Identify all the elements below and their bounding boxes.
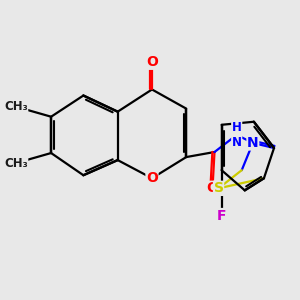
- Text: S: S: [214, 181, 224, 195]
- Text: N: N: [247, 136, 259, 150]
- Text: O: O: [146, 171, 158, 185]
- Text: CH₃: CH₃: [4, 100, 28, 113]
- Text: O: O: [146, 55, 158, 69]
- Text: H
N: H N: [232, 121, 242, 149]
- Text: F: F: [217, 208, 226, 223]
- Text: O: O: [207, 181, 218, 195]
- Text: CH₃: CH₃: [4, 157, 28, 169]
